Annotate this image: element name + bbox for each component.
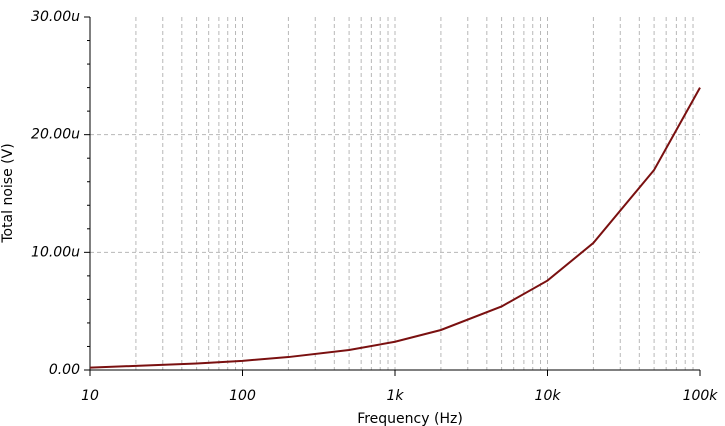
x-tick-label: 100 <box>229 388 256 404</box>
x-tick-label: 10k <box>535 388 562 404</box>
y-axis-label: Total noise (V) <box>0 143 16 243</box>
y-tick-label: 0.00 <box>49 362 80 378</box>
x-tick-label: 100k <box>683 388 719 404</box>
y-tick-label: 10.00u <box>31 244 80 260</box>
x-axis-label: Frequency (Hz) <box>357 411 463 426</box>
y-tick-label: 30.00u <box>31 9 80 25</box>
data-line <box>89 87 701 369</box>
y-tick-label: 20.00u <box>31 127 80 143</box>
x-tick-label: 1k <box>386 388 404 404</box>
x-tick-label: 10 <box>81 388 99 404</box>
